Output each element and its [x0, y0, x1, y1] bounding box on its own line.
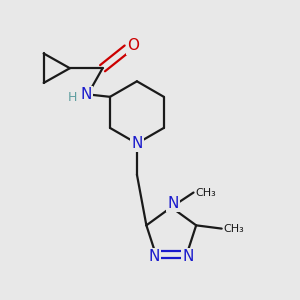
Text: N: N: [131, 136, 142, 151]
Text: H: H: [68, 91, 77, 103]
Text: CH₃: CH₃: [195, 188, 216, 197]
Text: N: N: [167, 196, 178, 211]
Text: CH₃: CH₃: [223, 224, 244, 234]
Text: O: O: [127, 38, 139, 53]
Text: N: N: [80, 87, 92, 102]
Text: N: N: [183, 249, 194, 264]
Text: N: N: [148, 249, 160, 264]
